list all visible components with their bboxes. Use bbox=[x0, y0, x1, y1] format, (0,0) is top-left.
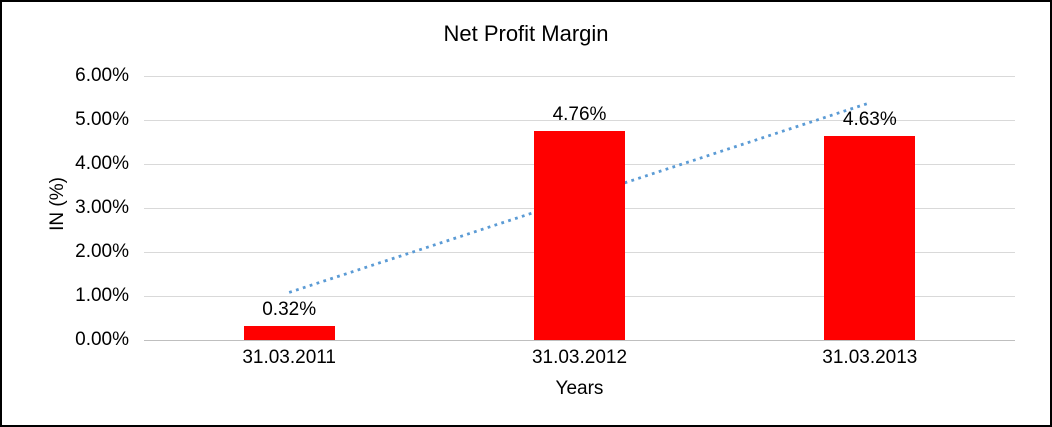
x-axis-title: Years bbox=[555, 378, 604, 399]
gridline-6 bbox=[144, 76, 1015, 77]
plot-area bbox=[144, 76, 1015, 341]
y-tick-label-6: 6.00% bbox=[75, 65, 129, 86]
bar-0 bbox=[243, 325, 335, 340]
x-tick-label-0: 31.03.2011 bbox=[242, 347, 336, 368]
bar-2 bbox=[824, 136, 916, 340]
y-tick-label-3: 3.00% bbox=[75, 197, 129, 218]
y-tick-label-1: 1.00% bbox=[75, 285, 129, 306]
x-tick-label-1: 31.03.2012 bbox=[531, 347, 628, 368]
y-tick-label-4: 4.00% bbox=[75, 153, 129, 174]
y-tick-label-0: 0.00% bbox=[75, 329, 129, 350]
bar-1 bbox=[534, 130, 625, 340]
gridline-5 bbox=[144, 120, 1015, 121]
x-axis-line bbox=[144, 340, 1015, 341]
data-label-0: 0.32% bbox=[262, 298, 317, 320]
y-tick-label-5: 5.00% bbox=[75, 109, 129, 130]
chart-title: Net Profit Margin bbox=[443, 21, 609, 46]
x-tick-label-2: 31.03.2013 bbox=[822, 347, 918, 368]
data-label-2: 4.63% bbox=[842, 109, 897, 131]
y-tick-label-2: 2.00% bbox=[75, 241, 129, 262]
trendline bbox=[288, 101, 871, 294]
data-label-1: 4.76% bbox=[552, 103, 607, 125]
